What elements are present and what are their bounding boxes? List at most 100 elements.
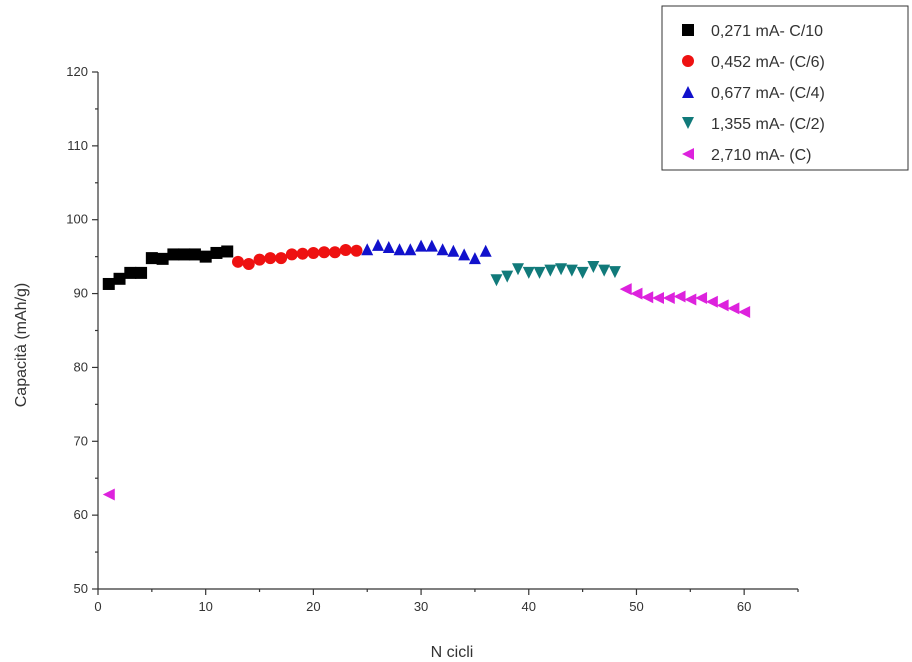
x-tick-label: 10 <box>198 599 212 614</box>
data-point <box>210 246 223 259</box>
y-tick-label: 100 <box>66 212 88 227</box>
y-axis-title: Capacità (mAh/g) <box>13 283 30 408</box>
series-2 <box>232 243 363 271</box>
data-point <box>522 266 535 279</box>
data-point <box>156 252 169 265</box>
data-point <box>458 248 471 261</box>
data-point <box>576 266 589 279</box>
series-5 <box>102 283 751 501</box>
series-1 <box>102 245 234 290</box>
x-tick-label: 0 <box>94 599 101 614</box>
legend-label: 2,710 mA- (C) <box>711 147 811 164</box>
data-point <box>565 264 578 277</box>
data-point <box>221 245 234 258</box>
data-point <box>393 243 406 256</box>
legend-marker <box>682 24 694 36</box>
y-tick-label: 60 <box>74 507 88 522</box>
data-point <box>738 306 751 319</box>
x-axis-title: N cicli <box>431 644 474 661</box>
data-point <box>285 248 298 261</box>
data-point <box>242 258 255 271</box>
data-point <box>695 292 708 305</box>
data-point <box>124 266 137 279</box>
data-point <box>339 243 352 256</box>
x-tick-label: 60 <box>737 599 751 614</box>
data-point <box>135 266 148 279</box>
data-point <box>673 290 686 303</box>
data-point <box>490 274 503 287</box>
x-tick-label: 40 <box>522 599 536 614</box>
data-point <box>350 244 363 257</box>
data-point <box>404 243 417 256</box>
data-point <box>479 244 492 257</box>
data-point <box>361 243 374 256</box>
legend-label: 1,355 mA- (C/2) <box>711 116 825 133</box>
x-tick-label: 50 <box>629 599 643 614</box>
legend-label: 0,677 mA- (C/4) <box>711 85 825 102</box>
data-point <box>716 299 729 312</box>
data-point <box>113 272 126 285</box>
data-point <box>382 241 395 254</box>
data-point <box>533 266 546 279</box>
data-point <box>447 244 460 257</box>
data-point <box>188 248 201 261</box>
legend-entry: 0,271 mA- C/10 <box>682 23 823 40</box>
legend-frame <box>661 5 909 171</box>
data-point <box>468 252 481 265</box>
data-point <box>684 293 697 306</box>
legend-marker <box>682 55 694 67</box>
y-tick-label: 80 <box>74 359 88 374</box>
data-point <box>587 260 600 273</box>
y-tick-label: 50 <box>74 581 88 596</box>
y-tick-label: 90 <box>74 286 88 301</box>
data-point <box>102 277 115 290</box>
data-point <box>318 246 331 259</box>
data-point <box>178 248 191 261</box>
legend-entry: 0,452 mA- (C/6) <box>682 54 825 71</box>
data-point <box>727 302 740 315</box>
y-tick-label: 70 <box>74 433 88 448</box>
x-tick-label: 20 <box>306 599 320 614</box>
data-point <box>415 239 428 252</box>
data-point <box>512 263 524 276</box>
data-point <box>145 252 158 265</box>
y-tick-label: 120 <box>66 64 88 79</box>
data-point <box>232 255 244 268</box>
data-point <box>544 264 557 277</box>
data-point <box>253 253 266 266</box>
data-point <box>275 252 288 265</box>
data-point <box>652 292 664 305</box>
data-point <box>630 287 643 300</box>
data-point <box>307 246 320 259</box>
data-point <box>608 266 621 279</box>
data-point <box>372 238 384 251</box>
data-point <box>199 250 212 263</box>
legend-label: 0,271 mA- C/10 <box>711 23 823 40</box>
data-point <box>264 252 277 265</box>
series-4 <box>490 260 621 287</box>
data-point <box>555 263 568 276</box>
legend-label: 0,452 mA- (C/6) <box>711 54 825 71</box>
data-point <box>662 292 675 305</box>
series-3 <box>361 238 492 265</box>
legend-entry: 2,710 mA- (C) <box>682 147 811 164</box>
y-tick-label: 110 <box>67 138 88 153</box>
data-point <box>619 283 632 296</box>
legend-marker <box>682 86 694 98</box>
data-point <box>425 239 438 252</box>
legend-marker <box>682 117 694 129</box>
data-point <box>296 247 309 260</box>
data-point <box>598 264 611 277</box>
legend-entry: 1,355 mA- (C/2) <box>682 116 825 133</box>
data-point <box>501 270 514 283</box>
marks-layer <box>102 238 751 501</box>
data-point <box>705 295 718 308</box>
legend: 0,271 mA- C/10 0,452 mA- (C/6) 0,677 mA- (… <box>661 5 909 171</box>
data-point <box>167 248 180 261</box>
axes-layer: 0 10 20 30 40 50 60 50 60 70 80 90 100 110 120 <box>66 64 799 614</box>
data-point <box>328 246 341 259</box>
legend-marker <box>682 148 694 160</box>
data-point <box>436 243 449 256</box>
